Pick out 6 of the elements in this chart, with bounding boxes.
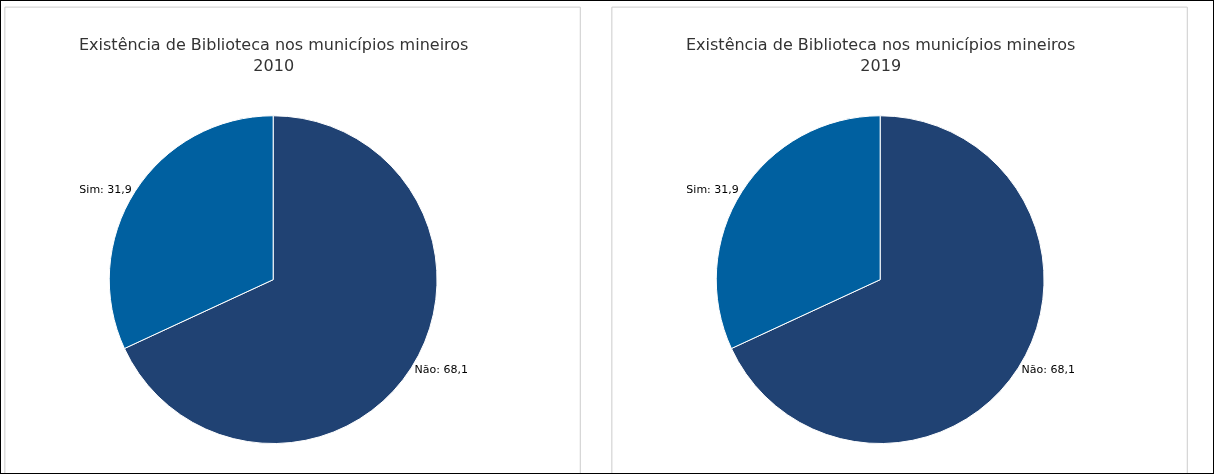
slice-label: Não: 68,1 bbox=[414, 363, 468, 377]
slice-label: Sim: 31,9 bbox=[79, 183, 132, 197]
slice-label: Sim: 31,9 bbox=[686, 183, 739, 197]
chart-title: Existência de Biblioteca nos municípios mineiros 2019 bbox=[686, 35, 1076, 75]
chart-title: Existência de Biblioteca nos municípios mineiros 2010 bbox=[79, 35, 469, 75]
slice-label: Não: 68,1 bbox=[1021, 363, 1075, 377]
